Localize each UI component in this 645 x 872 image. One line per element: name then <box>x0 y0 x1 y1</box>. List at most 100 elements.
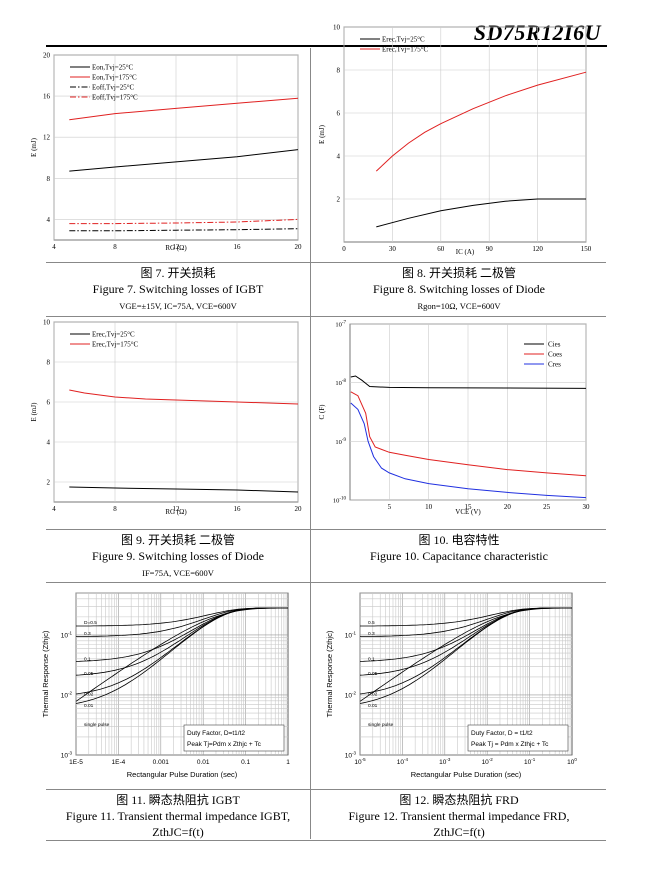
y-tick-label: 10-7 <box>335 321 346 329</box>
x-tick-label: 20 <box>295 243 303 251</box>
chart-thermal-impedance-frd: 10-5 10-4 10-3 10-2 10-1 100 10-3 10-2 10-1 Therm… <box>325 592 577 779</box>
chart-switching-losses-diode-ic: 0 30 60 90 120 150 2 4 6 8 10 E (mJ) IC (A) Erec,Tvj=… <box>318 24 592 257</box>
chart-switching-losses-igbt: 4 8 12 16 20 4 8 12 16 20 E (mJ) RG (Ω) Eon,Tvj=25°C… <box>30 52 303 253</box>
caption-en: Figure 11. Transient thermal impedance I… <box>65 809 291 823</box>
y-axis-label: E (mJ) <box>30 137 38 157</box>
legend-label: Coes <box>548 351 562 359</box>
y-tick-label: 4 <box>337 153 341 161</box>
y-axis-label: C (F) <box>318 404 326 420</box>
note-duty-factor: Duty Factor, D=t1/t2 <box>187 730 245 737</box>
legend-label: Erec,Tvj=25°C <box>92 331 135 339</box>
x-tick-label: 30 <box>583 503 591 511</box>
series-line <box>375 71 587 172</box>
caption-conditions: IF=75A, VCE=600V <box>142 568 214 578</box>
legend-label: Eoff,Tvj=25°C <box>92 84 135 92</box>
note-box <box>183 724 285 752</box>
caption-cn: 图 12. 瞬态热阻抗 FRD <box>399 793 519 807</box>
series-line <box>69 149 299 172</box>
series-line <box>69 389 299 405</box>
series-line <box>359 607 572 702</box>
x-tick-label: 25 <box>543 503 551 511</box>
caption-en: Figure 8. Switching losses of Diode <box>373 282 545 296</box>
x-tick-label: 4 <box>52 243 56 251</box>
chart-capacitance: 5 10 15 20 25 30 10-10 10-9 10-8 10-7 C (F) VCE (V)… <box>318 321 591 517</box>
row-divider <box>46 840 606 841</box>
note-duty-factor: Duty Factor, D = t1/t2 <box>471 730 533 737</box>
y-axis-label: E (mJ) <box>30 402 38 422</box>
legend-label: Cies <box>548 341 561 349</box>
x-tick-label: 12 <box>173 505 181 513</box>
x-tick-label: 1E-5 <box>69 759 83 766</box>
y-tick-label: 4 <box>47 216 51 224</box>
y-tick-label: 10-10 <box>333 497 347 505</box>
y-tick-label: 10-3 <box>345 751 357 760</box>
row-divider <box>46 262 606 263</box>
chart-thermal-impedance-igbt: 1E-5 1E-4 0.001 0.01 0.1 1 10-3 10-2 10-1 Thermal… <box>41 592 290 779</box>
note-peak-tj: Peak Tj = Pdm x Zthjc + Tc <box>471 741 549 748</box>
series-line <box>359 607 572 704</box>
caption-en: Figure 7. Switching losses of IGBT <box>92 282 264 296</box>
caption-cn: 图 11. 瞬态热阻抗 IGBT <box>116 793 240 807</box>
y-axis-label: E (mJ) <box>318 124 326 144</box>
curve-label: 0.1 <box>368 656 375 662</box>
y-tick-label: 10 <box>333 24 341 32</box>
series-line <box>69 97 299 121</box>
legend-label: Erec,Tvj=175°C <box>92 341 139 349</box>
y-tick-label: 8 <box>47 359 51 367</box>
x-tick-label: 0.001 <box>153 759 170 766</box>
header-rule <box>46 45 607 47</box>
caption-conditions: VGE=±15V, IC=75A, VCE=600V <box>119 301 237 311</box>
note-box <box>467 724 569 752</box>
legend-label: Erec,Tvj=25°C <box>382 36 425 44</box>
x-tick-label: 10-5 <box>354 757 366 766</box>
curve-label: 0.3 <box>368 631 375 637</box>
curve-label: 0.05 <box>368 671 378 677</box>
x-tick-label: 4 <box>52 505 56 513</box>
series-line <box>350 402 587 499</box>
caption-en: Figure 9. Switching losses of Diode <box>92 549 264 563</box>
curve-label: single pulse <box>84 722 110 728</box>
curve-label: D=0.5 <box>84 620 97 626</box>
row-divider <box>46 316 606 317</box>
caption-fig9: 图 9. 开关损耗 二极管 Figure 9. Switching losses… <box>46 532 310 580</box>
curve-label: 0.05 <box>84 671 94 677</box>
x-axis-label: VCE (V) <box>455 508 481 516</box>
curve-label: single pulse <box>368 722 394 728</box>
x-axis-label: Rectangular Pulse Duration (sec) <box>411 770 522 779</box>
note-peak-tj: Peak Tj=Pdm x Zthjc + Tc <box>187 741 262 748</box>
x-axis-label: Rectangular Pulse Duration (sec) <box>127 770 238 779</box>
series-line <box>350 375 587 389</box>
series-line <box>350 391 587 477</box>
curve-label: 0.5 <box>368 620 375 626</box>
y-tick-label: 10-2 <box>61 690 73 699</box>
y-tick-label: 20 <box>43 52 51 60</box>
caption-cn: 图 7. 开关损耗 <box>140 266 216 280</box>
x-tick-label: 16 <box>234 243 242 251</box>
caption-cn: 图 9. 开关损耗 二极管 <box>120 533 235 547</box>
caption-conditions: ZthJC=f(t) <box>433 825 485 839</box>
x-tick-label: 120 <box>532 245 543 253</box>
x-tick-label: 8 <box>113 243 117 251</box>
x-tick-label: 60 <box>437 245 445 253</box>
row-divider <box>46 529 606 530</box>
x-axis-label: RG (Ω) <box>165 244 187 252</box>
row-divider <box>46 582 606 583</box>
x-tick-label: 8 <box>113 505 117 513</box>
x-tick-label: 10-4 <box>397 757 409 766</box>
x-tick-label: 0 <box>342 245 346 253</box>
curve-label: 0.1 <box>84 656 91 662</box>
x-tick-label: 1 <box>286 759 290 766</box>
x-axis-label: RG (Ω) <box>165 508 187 516</box>
x-tick-label: 150 <box>581 245 592 253</box>
curve-label: 0.3 <box>84 631 91 637</box>
caption-fig7: 图 7. 开关损耗 Figure 7. Switching losses of … <box>46 265 310 313</box>
y-tick-label: 10-1 <box>345 630 357 639</box>
curve-label: 0.02 <box>368 692 378 698</box>
series-line <box>75 607 288 704</box>
y-tick-label: 6 <box>337 110 341 118</box>
x-tick-label: 12 <box>173 243 181 251</box>
y-tick-label: 10-3 <box>61 751 73 760</box>
caption-fig10: 图 10. 电容特性 Figure 10. Capacitance charac… <box>311 532 607 564</box>
x-axis-label: IC (A) <box>456 248 475 256</box>
